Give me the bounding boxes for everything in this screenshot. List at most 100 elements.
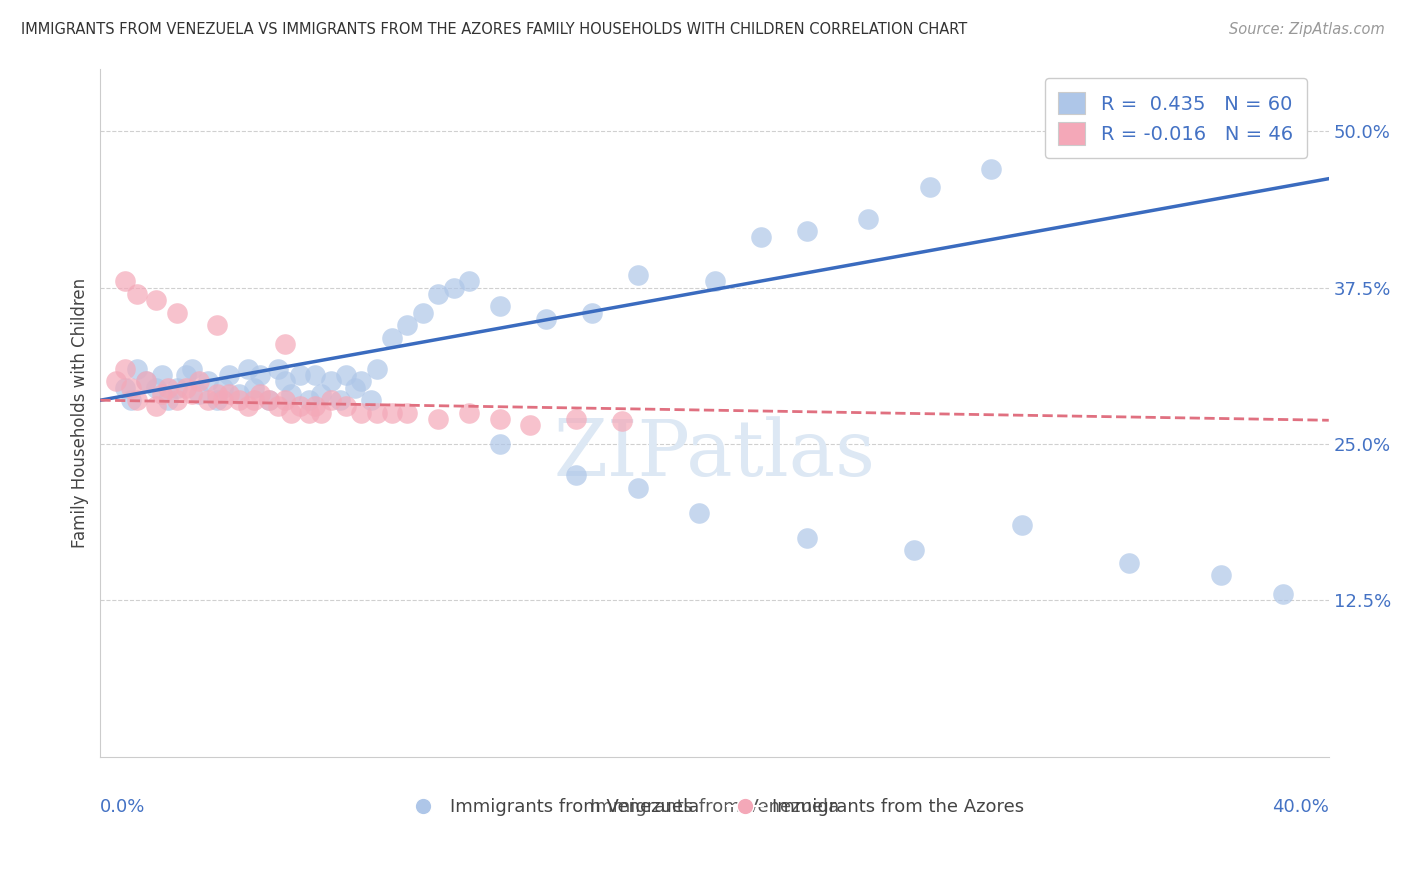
Point [319, 393, 342, 408]
Point [212, 393, 235, 408]
Point [236, 400, 259, 414]
Point [335, 400, 357, 414]
Point [127, 393, 149, 408]
Point [1118, 556, 1140, 570]
Point [181, 362, 204, 376]
Point [114, 362, 136, 376]
Point [120, 381, 142, 395]
Point [980, 161, 1002, 176]
Text: ZIPatlas: ZIPatlas [554, 417, 876, 492]
Point [197, 393, 219, 408]
Point [396, 406, 419, 420]
Point [304, 368, 326, 383]
Point [1211, 568, 1233, 582]
Point [688, 506, 710, 520]
Point [218, 387, 240, 401]
Point [259, 393, 281, 408]
Point [273, 337, 295, 351]
Point [114, 381, 136, 395]
Point [145, 381, 167, 395]
Point [120, 393, 142, 408]
Point [150, 368, 173, 383]
Point [350, 406, 373, 420]
Point [627, 481, 650, 495]
Point [581, 305, 603, 319]
Point [366, 362, 388, 376]
Point [304, 400, 326, 414]
Point [166, 393, 188, 408]
Point [197, 375, 219, 389]
Point [534, 311, 557, 326]
Point [519, 418, 541, 433]
Point [280, 406, 302, 420]
Point [381, 406, 404, 420]
Point [187, 375, 209, 389]
Point [166, 381, 188, 395]
Point [457, 406, 479, 420]
Point [350, 375, 373, 389]
Point [156, 393, 179, 408]
Point [176, 368, 198, 383]
Point [488, 437, 510, 451]
Point [298, 393, 321, 408]
Point [443, 280, 465, 294]
Point [187, 387, 209, 401]
Point [311, 387, 333, 401]
Point [412, 305, 434, 319]
Point [427, 412, 450, 426]
Point [135, 375, 157, 389]
Point [856, 211, 879, 226]
Point [396, 318, 419, 332]
Point [298, 406, 321, 420]
Text: Source: ZipAtlas.com: Source: ZipAtlas.com [1229, 22, 1385, 37]
Point [228, 387, 250, 401]
Point [488, 299, 510, 313]
Point [335, 368, 357, 383]
Point [243, 381, 266, 395]
Point [273, 375, 295, 389]
Point [176, 381, 198, 395]
Point [565, 468, 588, 483]
Point [1011, 518, 1033, 533]
Point [627, 268, 650, 282]
Point [127, 362, 149, 376]
Text: Immigrants from Venezuela: Immigrants from Venezuela [591, 798, 839, 816]
Point [181, 387, 204, 401]
Point [259, 393, 281, 408]
Point [311, 406, 333, 420]
Point [903, 543, 925, 558]
Point [749, 230, 772, 244]
Point [288, 400, 311, 414]
Point [212, 381, 235, 395]
Point [329, 393, 352, 408]
Point [218, 368, 240, 383]
Point [135, 375, 157, 389]
Point [166, 305, 188, 319]
Point [104, 375, 127, 389]
Point [273, 393, 295, 408]
Y-axis label: Family Households with Children: Family Households with Children [72, 277, 89, 548]
Point [360, 393, 382, 408]
Point [565, 412, 588, 426]
Point [1271, 587, 1294, 601]
Point [243, 393, 266, 408]
Point [114, 274, 136, 288]
Point [267, 400, 290, 414]
Point [457, 274, 479, 288]
Point [249, 387, 271, 401]
Point [236, 362, 259, 376]
Point [488, 412, 510, 426]
Point [612, 415, 634, 429]
Point [249, 368, 271, 383]
Point [796, 531, 818, 545]
Point [344, 381, 367, 395]
Point [427, 286, 450, 301]
Point [127, 286, 149, 301]
Point [267, 362, 290, 376]
Point [145, 400, 167, 414]
Point [796, 224, 818, 238]
Text: 40.0%: 40.0% [1272, 798, 1329, 816]
Legend: Immigrants from Venezuela, Immigrants from the Azores: Immigrants from Venezuela, Immigrants fr… [398, 791, 1031, 823]
Point [156, 381, 179, 395]
Point [288, 368, 311, 383]
